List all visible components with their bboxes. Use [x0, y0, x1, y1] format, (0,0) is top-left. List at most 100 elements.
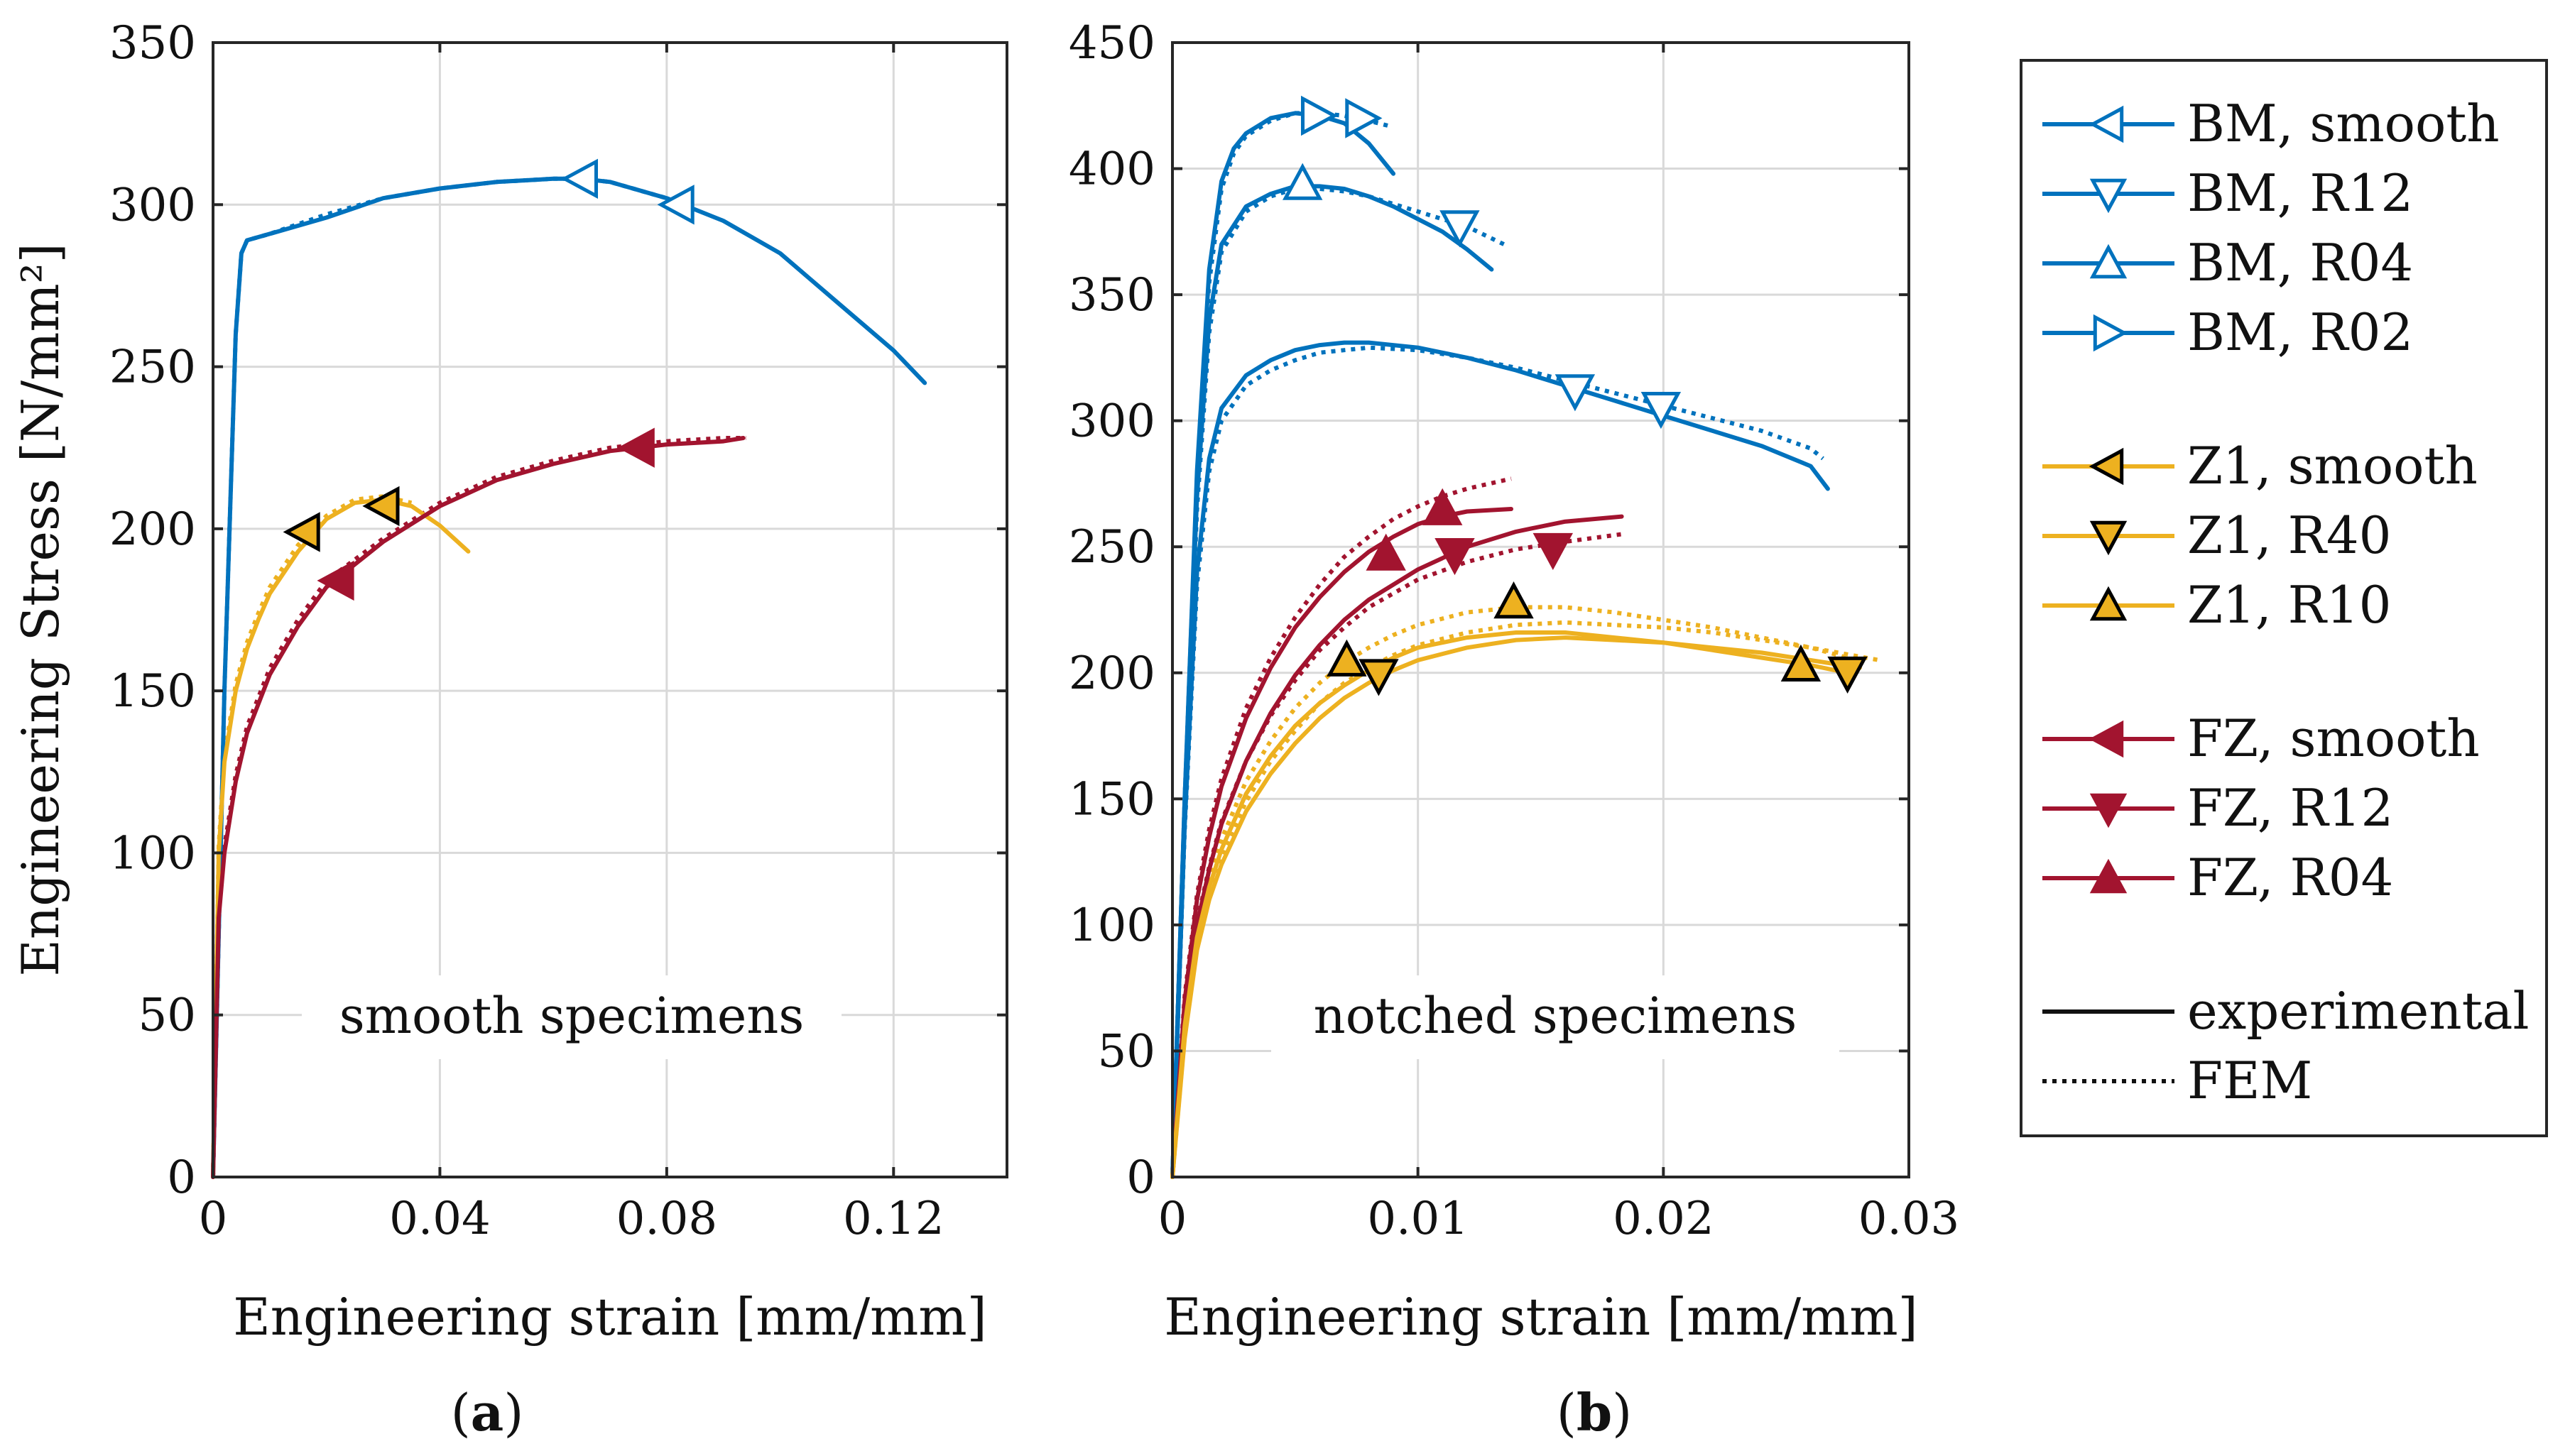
legend-label: BM, R04	[2187, 233, 2413, 292]
series-bm-r12-experimental	[1170, 340, 1830, 1179]
panel-b-subcaption-letter: b	[1577, 1382, 1612, 1443]
legend-label: experimental	[2187, 981, 2530, 1041]
panel-a-ticks: 0 0.04 0.08 0.12 0 50 100 150 200 250 300 350	[109, 17, 1007, 1245]
legend-marker-z1-r10	[2089, 586, 2128, 621]
marker-bm-r02	[1301, 95, 1339, 136]
legend-label: FZ, smooth	[2187, 708, 2480, 768]
panel-b-ytick-label: 200	[1069, 647, 1155, 700]
y-axis-label: Engineering Stress [N/mm²]	[11, 243, 70, 976]
legend-label: FEM	[2187, 1051, 2312, 1110]
panel-b-subcaption: (b)	[1557, 1382, 1633, 1443]
panel-a-axes-frame	[212, 41, 1008, 1178]
marker-fz-r04	[1422, 488, 1463, 525]
panel-a-ytick-label: 0	[167, 1151, 196, 1204]
panel-b-ytick-label: 250	[1069, 521, 1155, 574]
panel-b-axes-frame	[1171, 41, 1910, 1178]
marker-z1-r40	[1358, 659, 1399, 696]
marker-z1-r40	[1827, 656, 1868, 694]
marker-bm-r04	[1283, 163, 1323, 200]
legend-marker-bm-r12	[2089, 178, 2128, 214]
panel-b-ytick-label: 50	[1098, 1025, 1155, 1078]
legend-marker-z1-smooth	[2089, 447, 2124, 486]
panel-a-x-axis-label: Engineering strain [mm/mm]	[233, 1287, 986, 1347]
panel-a-subcaption-letter: a	[471, 1382, 504, 1443]
marker-fz-r04	[1366, 533, 1406, 571]
panel-a-subcaption-open: (	[451, 1383, 471, 1443]
panel-a-xtick-label: 0.08	[616, 1193, 718, 1245]
panel-a-annotation: smooth specimens	[339, 987, 805, 1045]
legend-marker-fz-smooth	[2089, 720, 2124, 758]
panel-a-annotation-box	[302, 975, 842, 1059]
marker-bm-r12	[1554, 374, 1596, 412]
marker-z1-r10	[1780, 644, 1822, 682]
marker-bm-smooth	[657, 185, 695, 225]
panel-b-annotation-box	[1271, 975, 1839, 1059]
legend-marker-fz-r04	[2089, 858, 2128, 894]
series-z1-r40-fem	[1170, 620, 1880, 1178]
panel-a-ytick-label: 300	[109, 179, 196, 231]
panel-b-ytick-label: 400	[1069, 143, 1155, 196]
marker-bm-r04	[1439, 210, 1480, 248]
legend-label: BM, R02	[2187, 302, 2413, 362]
panel-a-subcaption: (a)	[451, 1382, 524, 1443]
series-z1-smooth-fem	[211, 494, 413, 1178]
series-z1-smooth-experimental	[211, 497, 471, 1179]
panel-b: 0 0.01 0.02 0.03 0 50 100 150 200 250 300 350 400 450…	[1069, 17, 1959, 1443]
legend-label: BM, smooth	[2187, 94, 2500, 153]
marker-fz-r12	[1532, 532, 1573, 571]
panel-a: 0 0.04 0.08 0.12 0 50 100 150 200 250 300 350 smoot…	[11, 17, 1008, 1443]
panel-b-ytick-label: 150	[1069, 773, 1155, 826]
panel-b-x-axis-label: Engineering strain [mm/mm]	[1164, 1287, 1917, 1347]
panel-a-ytick-label: 150	[109, 665, 196, 718]
legend-marker-z1-r40	[2089, 520, 2128, 556]
panel-b-ytick-label: 450	[1069, 17, 1155, 70]
panel-b-xtick-label: 0.01	[1367, 1193, 1469, 1245]
legend-label: BM, R12	[2187, 163, 2413, 223]
series-fz-r04-fem	[1170, 476, 1512, 1178]
panel-a-ytick-label: 250	[109, 341, 196, 394]
panel-a-subcaption-close: )	[503, 1383, 523, 1443]
panel-b-xtick-label: 0.02	[1613, 1193, 1714, 1245]
panel-a-xtick-label: 0	[199, 1193, 228, 1245]
panel-a-xtick-label: 0.04	[389, 1193, 491, 1245]
legend: BM, smooth BM, R12 BM, R04 BM, R02 Z1, smoot…	[2020, 59, 2548, 1137]
panel-b-subcaption-close: )	[1612, 1383, 1632, 1443]
panel-b-xtick-label: 0.03	[1858, 1193, 1960, 1245]
series-z1-r10-fem	[1170, 605, 1848, 1178]
legend-label: FZ, R12	[2187, 778, 2393, 838]
legend-marker-bm-smooth	[2089, 105, 2124, 143]
legend-entries: BM, smooth BM, R12 BM, R04 BM, R02 Z1, smoot…	[2042, 94, 2530, 1110]
panel-b-markers	[1283, 95, 1868, 696]
marker-z1-r10	[1493, 581, 1534, 619]
marker-z1-smooth	[283, 512, 320, 552]
series-bm-smooth-experimental	[211, 176, 927, 1179]
marker-bm-smooth	[560, 158, 598, 199]
legend-label: Z1, R40	[2187, 505, 2391, 565]
legend-label: Z1, R10	[2187, 575, 2391, 635]
marker-bm-r12	[1640, 392, 1682, 429]
panel-b-ytick-label: 0	[1126, 1151, 1155, 1204]
marker-fz-smooth	[617, 427, 655, 468]
legend-label: Z1, smooth	[2187, 436, 2478, 496]
panel-a-ytick-label: 50	[138, 990, 196, 1042]
panel-b-ytick-label: 300	[1069, 395, 1155, 448]
panel-a-ytick-label: 100	[109, 827, 196, 880]
panel-b-xtick-label: 0	[1158, 1193, 1187, 1245]
panel-b-subcaption-open: (	[1557, 1383, 1577, 1443]
panel-a-ytick-label: 350	[109, 17, 196, 70]
marker-fz-smooth	[317, 560, 354, 601]
marker-z1-r10	[1327, 639, 1367, 677]
marker-fz-r12	[1434, 538, 1475, 576]
panel-b-ytick-label: 100	[1069, 899, 1155, 952]
panel-b-annotation: notched specimens	[1314, 987, 1797, 1045]
legend-marker-bm-r04	[2089, 243, 2128, 279]
legend-marker-bm-r02	[2093, 314, 2128, 352]
marker-bm-r02	[1345, 98, 1383, 138]
panel-b-ticks: 0 0.01 0.02 0.03 0 50 100 150 200 250 300 350 400 450	[1069, 17, 1959, 1245]
marker-z1-smooth	[362, 486, 400, 527]
panel-a-markers	[283, 158, 695, 601]
legend-label: FZ, R04	[2187, 848, 2393, 907]
series-fz-r12-fem	[1170, 532, 1622, 1178]
legend-marker-fz-r12	[2089, 793, 2128, 828]
